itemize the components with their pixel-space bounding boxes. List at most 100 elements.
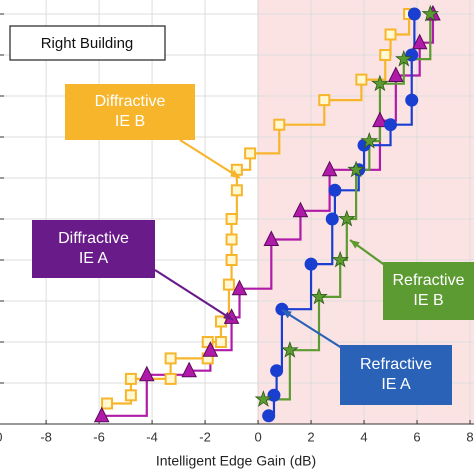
marker — [318, 94, 331, 107]
title-box — [9, 25, 166, 61]
annotation-text: IE A — [381, 376, 411, 393]
x-tick-label: 8 — [466, 429, 473, 444]
step-connector — [271, 210, 302, 241]
step-connector — [300, 169, 331, 212]
marker — [244, 147, 257, 160]
marker — [384, 28, 397, 41]
annotation-box — [65, 84, 195, 140]
step-connector — [101, 374, 148, 417]
x-tick-label: -4 — [146, 429, 158, 444]
step-connector — [319, 260, 342, 298]
annotation-arrow — [179, 139, 241, 179]
x-axis-label: Intelligent Edge Gain (dB) — [156, 453, 316, 469]
annotation-text: Refractive — [392, 272, 464, 289]
marker — [93, 406, 110, 423]
marker — [214, 336, 227, 348]
step-connector — [279, 100, 326, 126]
arrow-head — [223, 311, 233, 320]
marker — [262, 409, 276, 423]
marker — [225, 213, 238, 225]
marker — [164, 372, 177, 385]
step-connector — [311, 219, 334, 266]
marker — [202, 341, 219, 357]
step-connector — [379, 75, 397, 122]
step-connector — [379, 59, 405, 85]
annotation-text: Refractive — [360, 356, 432, 373]
marker — [164, 352, 177, 365]
marker — [411, 33, 428, 50]
marker — [328, 183, 342, 197]
marker — [395, 49, 413, 67]
step-connector — [361, 55, 387, 81]
step-connector — [324, 79, 363, 102]
marker — [371, 74, 389, 92]
marker — [273, 118, 286, 131]
annotation-box — [383, 262, 474, 320]
marker — [138, 365, 155, 382]
annotation-arrow — [281, 309, 346, 351]
annotation-box — [340, 345, 452, 405]
arrow-head — [230, 169, 240, 178]
marker — [270, 364, 284, 378]
marker — [405, 93, 419, 107]
marker — [181, 361, 197, 378]
x-tick-label: -6 — [93, 429, 105, 444]
marker — [384, 118, 398, 132]
marker — [372, 111, 388, 128]
marker — [254, 390, 273, 407]
x-tick-label: 0 — [254, 429, 261, 444]
marker — [230, 184, 243, 197]
marker — [101, 397, 114, 410]
marker — [360, 131, 379, 149]
series-marks — [93, 4, 441, 423]
marker — [124, 389, 137, 402]
step-connector — [281, 264, 313, 311]
marker — [321, 160, 338, 177]
marker — [263, 230, 280, 246]
marker — [124, 372, 137, 385]
annotation-text: IE B — [413, 292, 443, 309]
annotation-text: IE A — [79, 250, 109, 267]
marker — [304, 257, 318, 271]
annotation-text: Diffractive — [95, 93, 166, 110]
marker — [231, 279, 248, 296]
marker — [355, 73, 368, 86]
x-tick-label: 4 — [360, 429, 367, 444]
x-tick-label: -10 — [0, 429, 3, 444]
annotation-box — [32, 220, 155, 278]
step-connector — [289, 296, 321, 352]
marker — [421, 4, 440, 22]
marker — [338, 209, 356, 227]
annotation-arrow — [154, 269, 234, 321]
step-connector — [250, 124, 281, 155]
marker — [331, 250, 349, 268]
marker — [310, 287, 328, 305]
marker — [292, 201, 309, 218]
step-connector — [334, 169, 360, 192]
marker — [407, 7, 421, 21]
marker — [225, 233, 238, 246]
annotation-text: IE B — [115, 113, 145, 130]
marker — [225, 254, 238, 266]
marker — [347, 160, 365, 178]
step-connector — [390, 14, 411, 36]
step-connector — [390, 100, 413, 126]
step-connector — [210, 317, 233, 352]
marker — [388, 66, 404, 82]
marker — [325, 212, 339, 226]
x-tick-label: -2 — [199, 429, 211, 444]
annotation-text: Diffractive — [58, 230, 129, 247]
marker — [222, 278, 235, 291]
title-box-text: Right Building — [41, 35, 134, 52]
step-connector — [239, 239, 273, 290]
marker — [267, 388, 281, 402]
x-tick-label: 6 — [413, 429, 420, 444]
x-tick-label: 2 — [307, 429, 314, 444]
arrow-head — [282, 310, 292, 319]
annotations: Right Building Diffractive IE B Diffractive… — [9, 25, 474, 405]
marker — [379, 49, 392, 61]
x-tick-label: -8 — [40, 429, 52, 444]
marker — [281, 340, 299, 358]
arrow-head — [350, 240, 360, 249]
